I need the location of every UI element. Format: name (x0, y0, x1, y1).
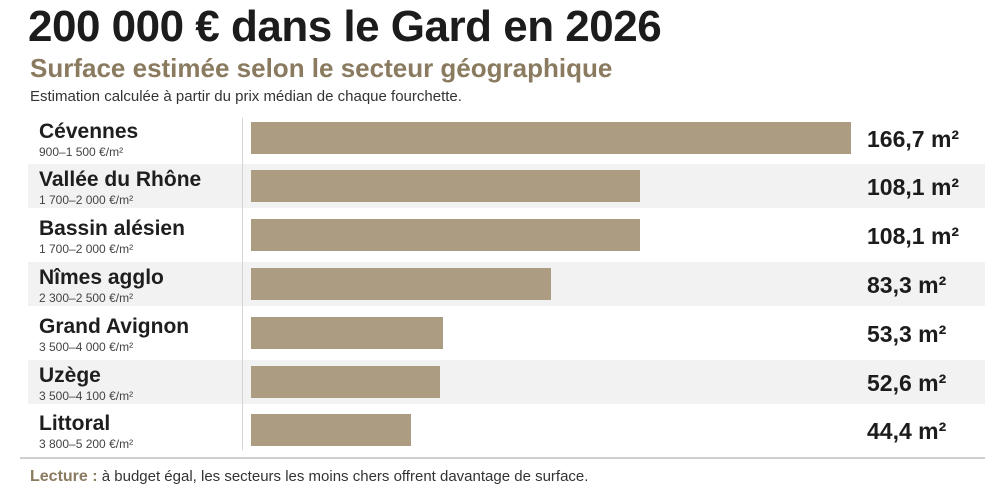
value-label: 108,1 m² (867, 223, 960, 249)
value-label: 53,3 m² (867, 321, 947, 347)
bar (251, 366, 440, 398)
value-label: 44,4 m² (867, 418, 947, 444)
category-label: Vallée du Rhône (39, 168, 202, 191)
chart-row: Nîmes agglo 2 300–2 500 €/m² 83,3 m² (28, 262, 985, 306)
category-label: Nîmes agglo (39, 266, 164, 289)
price-range-label: 3 500–4 100 €/m² (39, 389, 134, 403)
footer-divider (20, 457, 985, 459)
bar (251, 122, 851, 154)
chart-row: Littoral 3 800–5 200 €/m² 44,4 m² (28, 408, 985, 452)
price-range-label: 1 700–2 000 €/m² (39, 193, 134, 207)
bar (251, 317, 443, 349)
bar (251, 170, 640, 202)
chart-row: Grand Avignon 3 500–4 000 €/m² 53,3 m² (28, 311, 985, 355)
price-range-label: 3 800–5 200 €/m² (39, 437, 134, 451)
footer-lead: Lecture : (30, 468, 98, 485)
axis-divider (242, 118, 243, 450)
chart-row: Cévennes 900–1 500 €/m² 166,7 m² (28, 116, 985, 160)
category-label: Cévennes (39, 120, 139, 143)
category-label: Grand Avignon (39, 315, 190, 338)
page-subtitle: Surface estimée selon le secteur géograp… (30, 53, 613, 83)
category-label: Uzège (39, 364, 101, 387)
price-range-label: 3 500–4 000 €/m² (39, 340, 134, 354)
value-label: 108,1 m² (867, 174, 960, 200)
bar-chart: Cévennes 900–1 500 €/m² 166,7 m² Vallée du … (28, 114, 985, 454)
footer-text: à budget égal, les secteurs les moins ch… (101, 468, 589, 485)
bar (251, 414, 411, 446)
chart-row: Uzège 3 500–4 100 €/m² 52,6 m² (28, 360, 985, 404)
price-range-label: 2 300–2 500 €/m² (39, 291, 134, 305)
price-range-label: 1 700–2 000 €/m² (39, 242, 134, 256)
bar (251, 268, 551, 300)
value-label: 166,7 m² (867, 126, 960, 152)
chart-row: Vallée du Rhône 1 700–2 000 €/m² 108,1 m² (28, 164, 985, 208)
category-label: Littoral (39, 412, 111, 435)
chart-note: Estimation calculée à partir du prix méd… (30, 88, 462, 105)
value-label: 83,3 m² (867, 272, 947, 298)
category-label: Bassin alésien (39, 217, 185, 240)
footer-note: Lecture : à budget égal, les secteurs le… (30, 468, 588, 486)
value-label: 52,6 m² (867, 370, 947, 396)
bar (251, 219, 640, 251)
chart-row: Bassin alésien 1 700–2 000 €/m² 108,1 m² (28, 213, 985, 257)
price-range-label: 900–1 500 €/m² (39, 145, 124, 159)
page-title: 200 000 € dans le Gard en 2026 (28, 2, 662, 51)
